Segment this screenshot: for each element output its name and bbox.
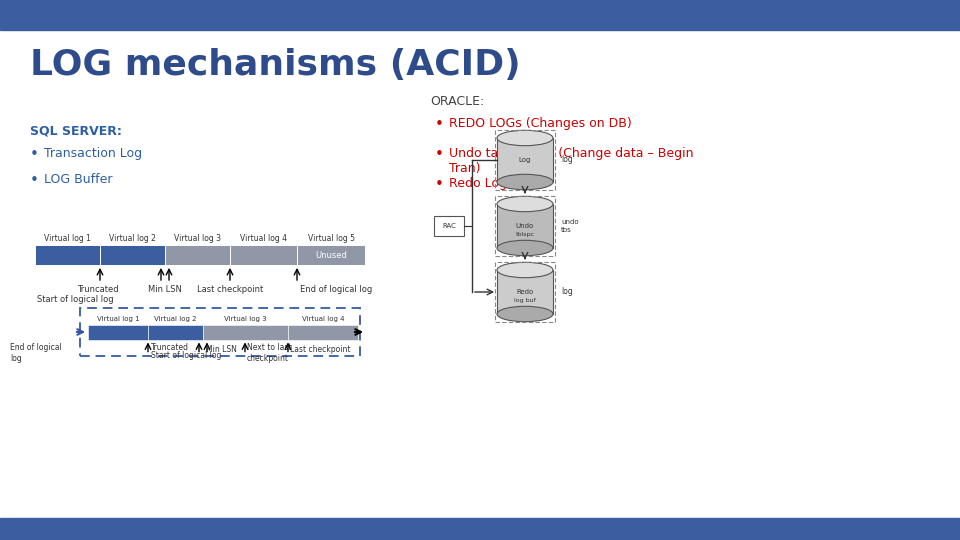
Text: End of logical
log: End of logical log — [10, 343, 61, 363]
Text: SQL SERVER:: SQL SERVER: — [30, 125, 122, 138]
Bar — [100, 245, 165, 265]
Text: Virtual log 4: Virtual log 4 — [240, 234, 287, 243]
Text: •: • — [30, 147, 38, 162]
Text: Redo: Redo — [516, 289, 534, 295]
Bar — [165, 245, 230, 265]
Text: REDO LOGs (Changes on DB): REDO LOGs (Changes on DB) — [449, 117, 632, 130]
Bar — [497, 138, 553, 182]
Text: Virtual log 5: Virtual log 5 — [307, 234, 354, 243]
Bar — [88, 325, 148, 340]
Text: Virtual log 3: Virtual log 3 — [174, 234, 221, 243]
Text: Virtual log 4: Virtual log 4 — [301, 316, 345, 322]
Bar — [288, 325, 358, 340]
Text: undo
tbs: undo tbs — [561, 219, 579, 233]
Text: log buf: log buf — [515, 298, 536, 303]
Bar — [230, 245, 297, 265]
Text: log: log — [561, 287, 573, 296]
Bar — [497, 204, 553, 248]
Ellipse shape — [497, 174, 553, 190]
Text: •: • — [435, 147, 444, 162]
Text: log: log — [561, 156, 573, 165]
Text: Truncated: Truncated — [151, 343, 189, 353]
Text: Virtual log 1: Virtual log 1 — [97, 316, 139, 322]
Text: Truncated: Truncated — [77, 285, 119, 294]
Ellipse shape — [497, 130, 553, 146]
Text: Transaction Log: Transaction Log — [44, 147, 142, 160]
Bar — [434, 216, 464, 236]
Bar — [497, 270, 553, 314]
Text: Min LSN: Min LSN — [206, 345, 237, 354]
Text: Next to last
checkpoint: Next to last checkpoint — [247, 343, 292, 363]
Text: LOG mechanisms (ACID): LOG mechanisms (ACID) — [30, 48, 520, 82]
Bar — [0, 0, 960, 30]
Text: Last checkpoint: Last checkpoint — [197, 285, 263, 294]
Text: •: • — [435, 177, 444, 192]
Text: tblspc: tblspc — [516, 232, 535, 237]
Text: RAC: RAC — [442, 223, 456, 229]
Text: Virtual log 2: Virtual log 2 — [109, 234, 156, 243]
Text: •: • — [30, 173, 38, 188]
Ellipse shape — [497, 262, 553, 278]
Bar — [0, 518, 960, 540]
Text: Unused: Unused — [315, 251, 347, 260]
Ellipse shape — [497, 197, 553, 212]
Text: Virtual log 3: Virtual log 3 — [225, 316, 267, 322]
Text: ORACLE:: ORACLE: — [430, 95, 484, 108]
Text: Virtual log 2: Virtual log 2 — [155, 316, 197, 322]
Text: End of logical log: End of logical log — [300, 285, 372, 294]
Bar — [203, 325, 288, 340]
Text: Log: Log — [518, 157, 531, 163]
Text: Virtual log 1: Virtual log 1 — [44, 234, 91, 243]
Text: Start of logical log: Start of logical log — [37, 295, 113, 304]
Bar — [297, 245, 365, 265]
Ellipse shape — [497, 240, 553, 256]
Text: Undo: Undo — [516, 223, 534, 229]
Text: Last checkpoint: Last checkpoint — [290, 345, 350, 354]
Bar — [35, 245, 100, 265]
Text: Undo tablespace (Change data – Begin
Tran): Undo tablespace (Change data – Begin Tra… — [449, 147, 693, 175]
Text: LOG Buffer: LOG Buffer — [44, 173, 112, 186]
Text: Redo Log Buffer: Redo Log Buffer — [449, 177, 549, 190]
Text: •: • — [435, 117, 444, 132]
Text: Min LSN: Min LSN — [148, 285, 182, 294]
Bar — [148, 325, 203, 340]
Ellipse shape — [497, 306, 553, 322]
Text: Start of logical log: Start of logical log — [151, 352, 222, 361]
